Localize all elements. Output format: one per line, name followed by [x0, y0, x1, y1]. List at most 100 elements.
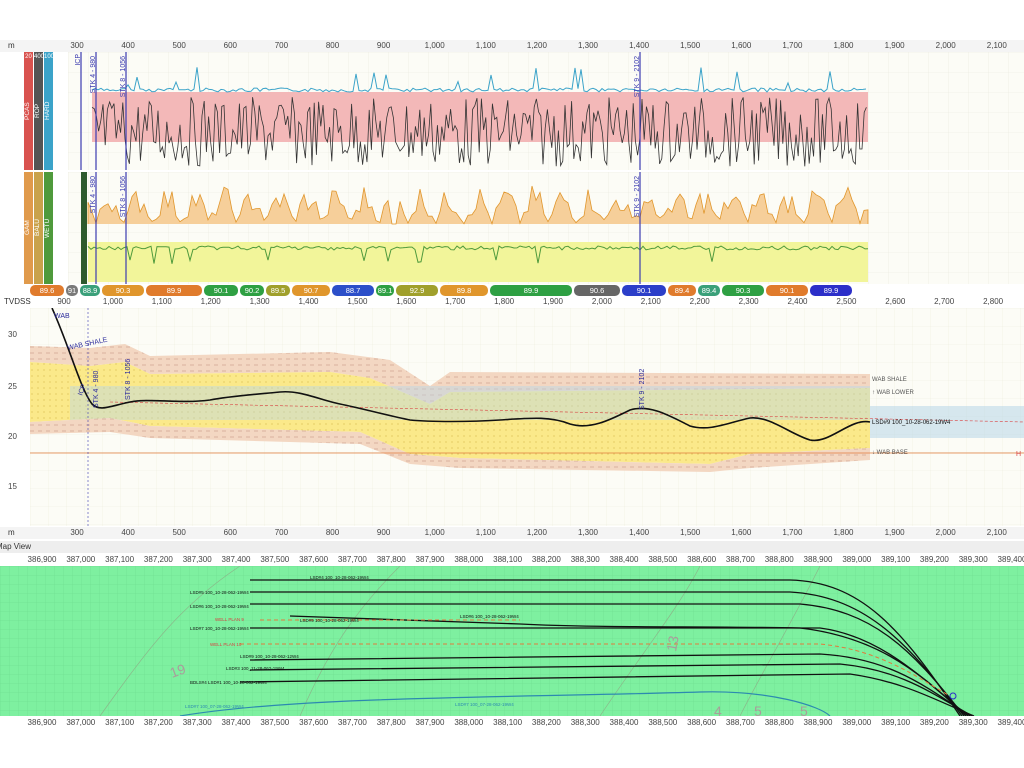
bottom-axis-tick: 1,500	[680, 528, 701, 537]
dip-cell[interactable]: 90.3	[722, 285, 764, 296]
tvd-axis-tick: 1,000	[102, 297, 123, 306]
map-x-tick: 388,600	[687, 718, 717, 727]
svg-text:LSD#9 100_10-28-062-19W4: LSD#9 100_10-28-062-19W4	[300, 618, 359, 623]
map-x-tick: 387,300	[182, 555, 212, 564]
cs-wab-lower: ↑ WAB LOWER	[872, 390, 914, 396]
svg-text:19: 19	[168, 660, 188, 680]
dip-cell[interactable]: 89.1	[376, 285, 394, 296]
stk8-marker-label-2: STK 8 - 1056	[120, 176, 127, 217]
map-well-labels: LSD#4 100_10-28-062-19W4 LSD#5 100_10-28…	[185, 575, 519, 709]
dip-cell[interactable]: 89.4	[698, 285, 720, 296]
tvd-axis-tick: 1,500	[347, 297, 368, 306]
stk9-marker-label: STK 9 - 2102	[634, 56, 641, 97]
map-x-tick: 389,200	[919, 555, 949, 564]
dip-cell[interactable]: 89.9	[810, 285, 852, 296]
map-x-tick: 388,700	[725, 718, 755, 727]
map-x-tick: 387,700	[337, 555, 367, 564]
map-x-tick: 388,700	[725, 555, 755, 564]
map-x-tick: 388,300	[570, 555, 600, 564]
bottom-axis-tick: 300	[70, 528, 84, 537]
dip-cell[interactable]: 90.3	[102, 285, 144, 296]
top-axis-tick: 400	[121, 41, 135, 50]
well-plan-10-path	[240, 643, 951, 697]
dip-cell[interactable]: 89.9	[490, 285, 572, 296]
tvd-axis-tick: 1,800	[494, 297, 515, 306]
cs-lsd-label: LSD#9 100_10-28-062-19W4	[872, 420, 951, 426]
tvd-axis-tick: 2,800	[983, 297, 1004, 306]
map-x-tick: 386,900	[27, 718, 57, 727]
svg-text:LSD#9 100_10-28-062-12W4: LSD#9 100_10-28-062-12W4	[240, 654, 299, 659]
dip-cell[interactable]: 89.8	[440, 285, 488, 296]
map-x-tick: 389,200	[919, 718, 949, 727]
surface-location-marker[interactable]	[949, 692, 957, 700]
map-x-tick: 388,100	[493, 555, 523, 564]
bottom-axis-tick: 1,100	[475, 528, 496, 537]
cs-wab-base: ↓ WAB BASE	[872, 450, 908, 456]
cs-icp-label: ICP	[77, 383, 88, 397]
map-x-tick: 387,300	[182, 718, 212, 727]
log-track-1-label-area: PCAS ROP HARD 20 400 100	[24, 52, 68, 170]
dip-cell[interactable]: 90.2	[240, 285, 264, 296]
map-x-tick: 389,000	[842, 555, 872, 564]
dip-cell[interactable]: 89.9	[146, 285, 202, 296]
top-axis-tick: 2,100	[986, 41, 1007, 50]
log-track-2-curves: STK 4 - 980 STK 8 - 1056 STK 9 - 2102	[68, 172, 1024, 284]
bottom-axis-tick: 1,600	[731, 528, 752, 537]
rop-curve	[91, 96, 867, 168]
tvd-axis-tick: 2,200	[689, 297, 710, 306]
tvd-axis-tick: 2,400	[787, 297, 808, 306]
cs-stk8-label: STK 8 - 1056	[125, 359, 132, 400]
dip-cell[interactable]: 89.6	[30, 285, 64, 296]
tvd-axis-tick: 1,100	[151, 297, 172, 306]
map-x-tick: 389,300	[958, 555, 988, 564]
wetu-curve	[87, 245, 869, 264]
dip-cell[interactable]: 89.5	[266, 285, 290, 296]
log-track-2-plot[interactable]: STK 4 - 980 STK 8 - 1056 STK 9 - 2102	[68, 172, 1024, 284]
dip-cell[interactable]: 92.9	[396, 285, 438, 296]
map-view-panel[interactable]: LSD#4 100_10-28-062-19W4 LSD#5 100_10-28…	[0, 566, 1024, 716]
log-track-1-plot[interactable]: ICP STK 4 - 980 STK 8 - 1056 STK 9 - 210…	[68, 52, 1024, 170]
map-x-axis-bottom: 386,900 387,000 387,100 387,200 387,300 387,4…	[0, 718, 1024, 729]
map-x-tick: 388,200	[531, 555, 561, 564]
top-axis-tick: 1,300	[577, 41, 599, 50]
dip-cell[interactable]: 88.9	[80, 285, 100, 296]
svg-text:BDLS#4 LSD#1 100_10-28-062-19W: BDLS#4 LSD#1 100_10-28-062-19W4	[190, 680, 267, 685]
icp-marker-label: ICP	[75, 54, 82, 66]
dip-cell[interactable]: 89.4	[668, 285, 696, 296]
bottom-axis-tick: 500	[172, 528, 186, 537]
bottom-axis-tick: 1,000	[424, 528, 445, 537]
top-axis-tick: 2,000	[935, 41, 956, 50]
svg-text:5: 5	[754, 703, 762, 716]
dip-cell[interactable]: 90.6	[574, 285, 620, 296]
svg-text:WELL PLAN 9: WELL PLAN 9	[215, 617, 244, 622]
bottom-axis-tick: 2,100	[986, 528, 1007, 537]
dip-cell[interactable]: 90.1	[204, 285, 238, 296]
map-x-tick: 387,100	[105, 555, 135, 564]
cross-section-plot[interactable]: WAB WAB SHALE ICP STK 4 - 980 STK 8 - 10…	[30, 308, 1024, 526]
top-axis-tick: 1,200	[526, 41, 547, 50]
top-axis-tick: 800	[325, 41, 340, 50]
tvd-axis-tick: 2,300	[738, 297, 759, 306]
dip-cell[interactable]: 88.7	[332, 285, 374, 296]
top-axis-tick: 1,000	[424, 41, 445, 50]
map-contour-labels: 19 13 4 5 5	[168, 634, 808, 716]
tvd-axis-tick: 2,000	[591, 297, 612, 306]
log-track-1: PCAS ROP HARD 20 400 100 ICP	[0, 52, 1024, 170]
map-x-tick: 388,400	[609, 555, 639, 564]
map-x-tick: 389,300	[958, 718, 988, 727]
dip-cell[interactable]: 90.1	[766, 285, 808, 296]
cs-wab-shale-right: WAB SHALE	[872, 377, 907, 383]
log-track-2: GAM BALU WETU STK 4 - 980 STK 8 - 1056 S…	[0, 172, 1024, 284]
top-axis-unit: m	[8, 41, 15, 50]
top-axis-tick: 1,900	[884, 41, 905, 50]
wellbore-trajectory	[51, 308, 871, 442]
pcas-max: 20	[25, 54, 32, 60]
dip-cell[interactable]: 90.7	[292, 285, 330, 296]
map-x-tick: 389,100	[881, 718, 911, 727]
cs-wab-label: WAB	[54, 313, 70, 320]
top-axis-tick: 1,700	[782, 41, 803, 50]
dip-cell[interactable]: 90.1	[622, 285, 666, 296]
track-label-balu: BALU	[34, 172, 43, 284]
dip-cell[interactable]: 91	[66, 285, 78, 296]
svg-text:LSD#7 100_10-28-062-19W4: LSD#7 100_10-28-062-19W4	[190, 626, 249, 631]
